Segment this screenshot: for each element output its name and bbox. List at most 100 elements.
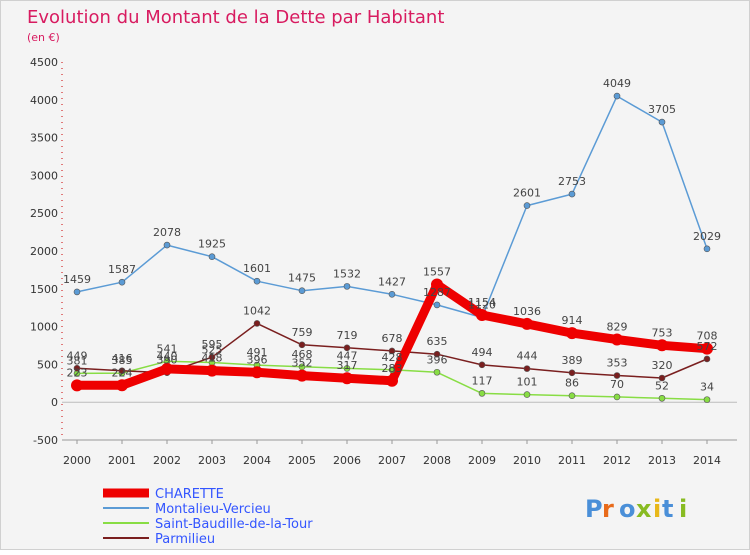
y-tick-label: 3000 [30, 169, 58, 182]
data-label: 1587 [108, 263, 136, 276]
data-point [298, 287, 306, 294]
y-tick-label: 4000 [30, 94, 58, 107]
chart-title: Evolution du Montant de la Dette par Hab… [27, 7, 444, 28]
watermark-letter: t [662, 495, 673, 523]
data-label: 1120 [468, 299, 496, 312]
data-label: 1557 [423, 265, 451, 278]
data-label: 635 [427, 335, 448, 348]
data-label: 34 [700, 381, 714, 394]
data-label: 2029 [693, 230, 721, 243]
watermark-letter: x [636, 495, 652, 523]
data-label: 525 [202, 344, 223, 357]
x-tick-label: 2003 [198, 454, 226, 467]
data-point [343, 344, 351, 352]
y-tick-label: 2500 [30, 207, 58, 220]
data-label: 117 [472, 374, 493, 387]
watermark-letter: P [585, 495, 603, 523]
data-label: 352 [292, 357, 313, 370]
data-label: 1601 [243, 262, 271, 275]
data-label: 224 [112, 366, 133, 379]
series-points [71, 92, 713, 403]
data-point [341, 372, 353, 385]
legend-label: Parmilieu [155, 532, 215, 547]
data-point [568, 190, 576, 198]
x-tick-label: 2009 [468, 454, 496, 467]
data-label: 428 [382, 351, 403, 364]
watermark-letter: o [619, 495, 636, 523]
axes: -500 0 500 1000 1500 2000 2500 3000 3500 4000 4500… [30, 56, 737, 467]
data-point [523, 202, 531, 209]
watermark-letter: i [679, 495, 687, 523]
legend-label: CHARETTE [155, 487, 224, 502]
x-tick-label: 2011 [558, 454, 586, 467]
watermark-letter: i [653, 495, 661, 523]
data-label: 444 [517, 350, 538, 363]
x-tick-label: 2000 [63, 454, 91, 467]
data-label: 1036 [513, 305, 541, 318]
x-tick-label: 2007 [378, 454, 406, 467]
x-tick-label: 2012 [603, 454, 631, 467]
data-label: 396 [427, 353, 448, 366]
data-label: 1925 [198, 238, 226, 251]
data-point [613, 92, 621, 100]
y-tick-label: 2000 [30, 245, 58, 258]
data-label: 914 [562, 314, 583, 327]
data-point [118, 278, 126, 286]
data-point [71, 379, 83, 392]
data-point [296, 369, 308, 382]
data-label: 719 [337, 329, 358, 342]
data-point [658, 118, 666, 126]
data-point [703, 245, 711, 253]
data-label: 708 [697, 330, 718, 343]
data-label: 572 [697, 340, 718, 353]
data-label: 70 [610, 378, 624, 391]
data-label: 829 [607, 321, 628, 334]
y-tick-label: 1500 [30, 283, 58, 296]
data-point [388, 366, 396, 374]
data-point [118, 367, 126, 375]
data-point [523, 365, 531, 372]
data-label: 449 [67, 349, 88, 362]
data-label: 317 [337, 359, 358, 372]
data-label: 320 [652, 359, 673, 372]
data-point [476, 308, 488, 321]
x-tick-label: 2013 [648, 454, 676, 467]
data-point [701, 342, 713, 355]
data-point [658, 394, 666, 402]
data-point [613, 393, 621, 401]
y-tick-label: -500 [33, 434, 58, 447]
x-tick-label: 2008 [423, 454, 451, 467]
data-point [478, 390, 486, 397]
data-label: 283 [382, 362, 403, 375]
data-label: 1459 [63, 273, 91, 286]
y-tick-label: 1000 [30, 321, 58, 334]
data-label: 440 [157, 350, 178, 363]
data-label: 1287 [423, 286, 451, 299]
data-label: 468 [292, 348, 313, 361]
data-point [388, 291, 396, 298]
data-point [658, 374, 666, 382]
data-point [568, 392, 576, 399]
data-label: 678 [382, 332, 403, 345]
data-label: 381 [67, 354, 88, 367]
data-label: 390 [157, 354, 178, 367]
data-label: 1154 [468, 296, 496, 309]
data-point [206, 364, 218, 377]
data-point [298, 341, 306, 349]
y-tick-label: 4500 [30, 56, 58, 69]
data-point [656, 339, 668, 352]
data-label: 753 [652, 326, 673, 339]
data-label: 494 [472, 346, 493, 359]
y-tick-label: 500 [37, 358, 58, 371]
data-label: 447 [337, 349, 358, 362]
data-point [611, 333, 623, 346]
data-point [163, 241, 171, 249]
data-point [343, 365, 351, 372]
data-label: 389 [562, 354, 583, 367]
data-label: 223 [67, 366, 88, 379]
data-point [478, 361, 486, 369]
x-tick-label: 2005 [288, 454, 316, 467]
data-label: 3705 [648, 103, 676, 116]
